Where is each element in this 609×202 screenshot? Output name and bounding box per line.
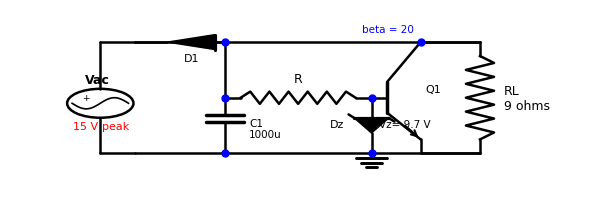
Text: RL
9 ohms: RL 9 ohms: [504, 84, 551, 112]
Text: D1: D1: [183, 53, 199, 63]
Text: peak: peak: [102, 121, 129, 132]
Text: beta = 20: beta = 20: [362, 25, 414, 35]
Text: Q1: Q1: [426, 85, 442, 95]
Text: Vz= 9.7 V: Vz= 9.7 V: [379, 120, 431, 129]
Polygon shape: [167, 35, 215, 50]
Text: Vac: Vac: [85, 74, 110, 87]
Text: 15 V: 15 V: [74, 121, 99, 132]
Text: R: R: [294, 73, 303, 86]
Text: Dz: Dz: [330, 120, 345, 129]
Polygon shape: [354, 118, 389, 133]
Text: C1
1000u: C1 1000u: [249, 118, 282, 139]
Text: +: +: [82, 93, 90, 102]
